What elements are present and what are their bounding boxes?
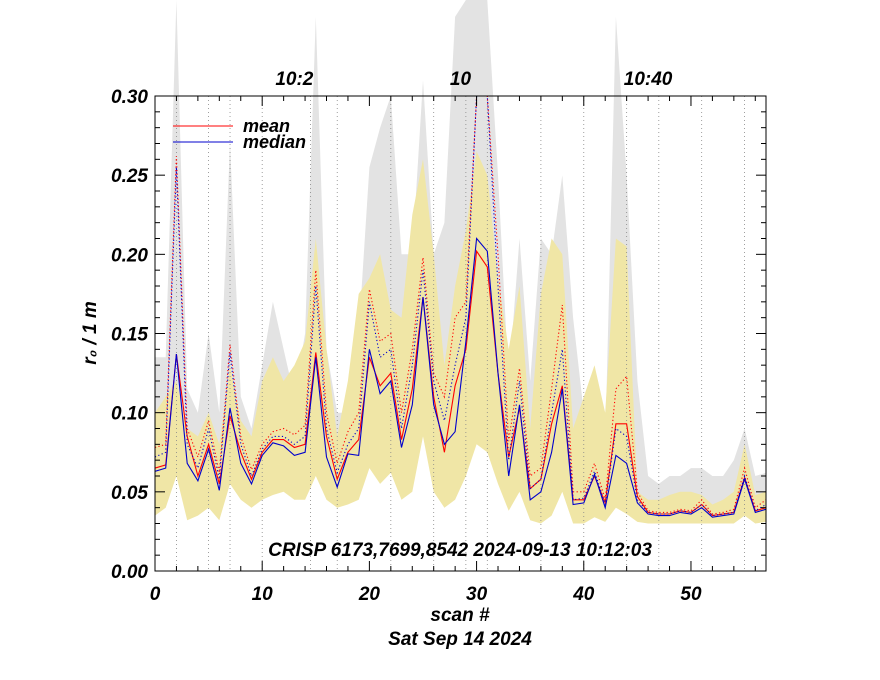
legend-label-median: median: [243, 132, 306, 152]
x-tick-label: 10: [252, 584, 274, 605]
series-lines: [155, 95, 766, 518]
y-axis-label: r₀ / 1 m: [80, 301, 101, 365]
top-axis-labels: 10:2 10 10:40: [275, 69, 672, 90]
top-time-label: 10:2: [275, 69, 313, 90]
y-tick-label: 0.20: [111, 245, 148, 266]
series-line-median-dotted: [155, 95, 766, 517]
x-tick-label: 0: [150, 584, 161, 605]
legend: mean median: [173, 116, 306, 152]
date-subtitle: Sat Sep 14 2024: [388, 629, 532, 650]
y-tick-label: 0.00: [111, 562, 148, 583]
series-line-mean-dotted: [155, 95, 766, 515]
y-tick-label: 0.30: [111, 87, 148, 108]
y-tick-label: 0.05: [111, 483, 148, 504]
x-tick-label: 40: [572, 584, 595, 605]
series-line-median: [155, 237, 766, 518]
x-tick-label: 20: [358, 584, 381, 605]
y-tick-label: 0.15: [111, 325, 148, 346]
top-time-label: 10: [450, 69, 472, 90]
legend-label-mean: mean: [243, 116, 290, 136]
x-tick-label: 30: [466, 584, 488, 605]
chart-title: CRISP 6173,7699,8542 2024-09-13 10:12:03: [268, 540, 652, 561]
x-axis-label: scan #: [430, 605, 490, 626]
y-tick-label: 0.25: [111, 166, 148, 187]
axis-ticks: 0 10 20 30 40 50 0.00 0.05 0.10 0.15 0.20 0.25 0.30: [111, 87, 766, 605]
x-tick-label: 50: [680, 584, 702, 605]
y-tick-label: 0.10: [111, 404, 148, 425]
top-time-label: 10:40: [624, 69, 673, 90]
